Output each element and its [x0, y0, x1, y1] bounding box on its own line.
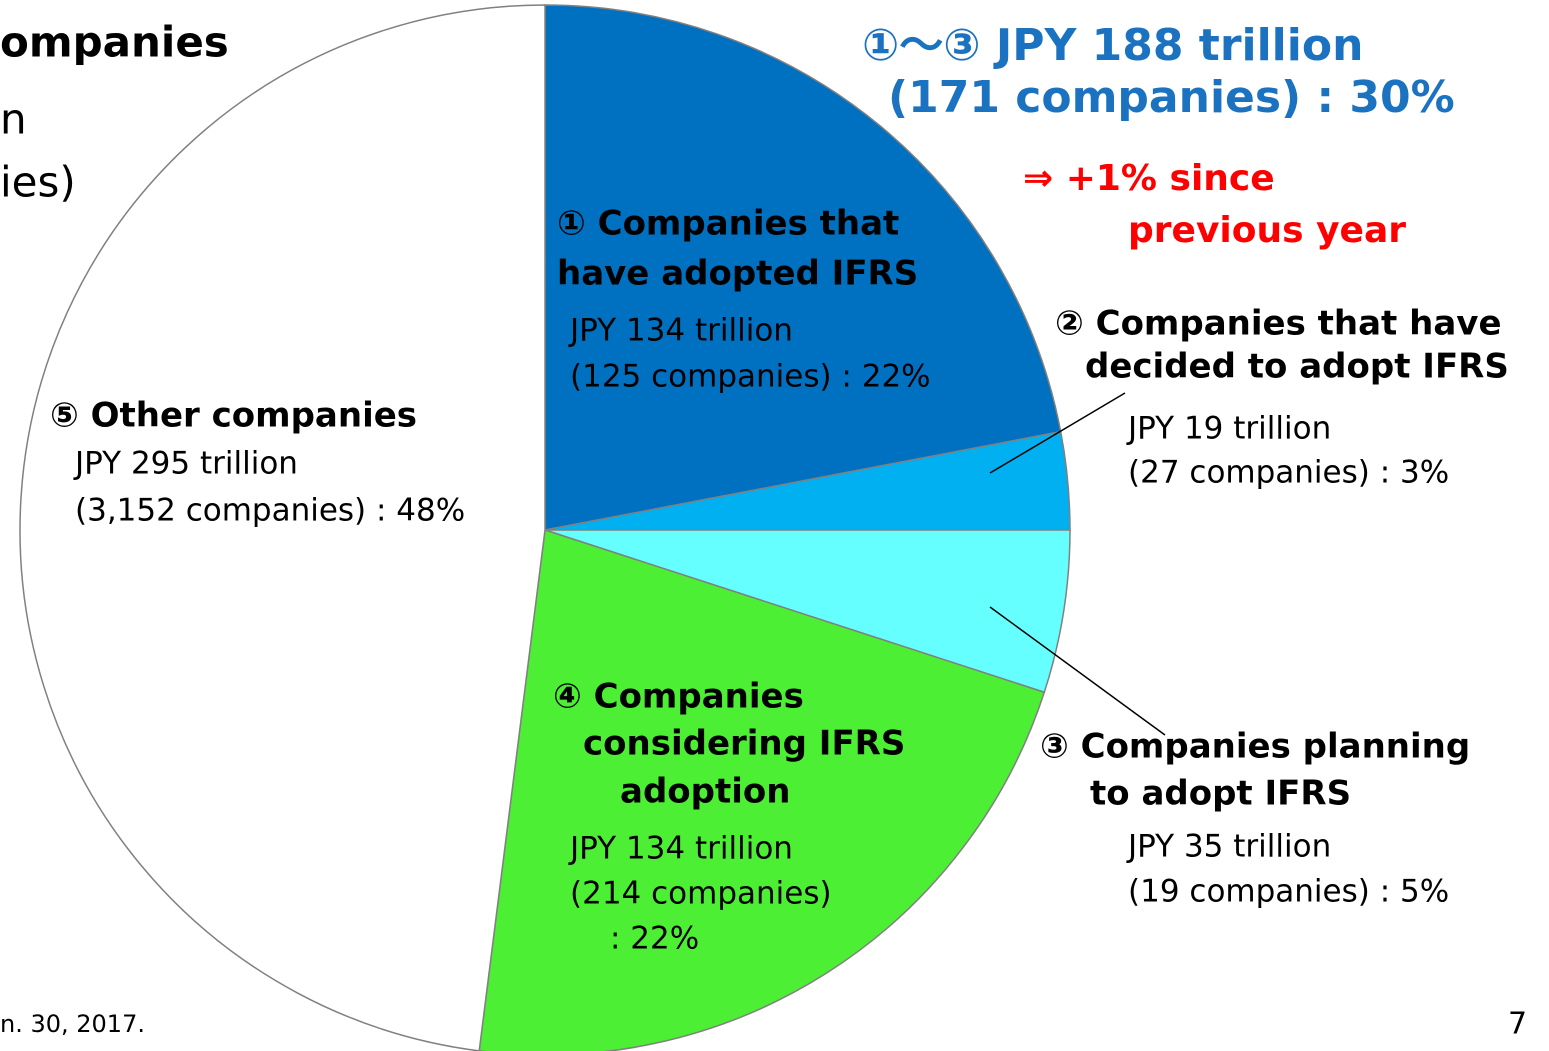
title-fragment: n	[0, 95, 27, 144]
value-label: (125 companies) : 22%	[570, 359, 931, 395]
value-label: (3,152 companies) : 48%	[75, 493, 465, 529]
title-fragment: ompanies	[0, 18, 229, 67]
value-label: JPY 134 trillion	[568, 831, 793, 867]
value-label: JPY 35 trillion	[1126, 829, 1331, 865]
slice-label: ② Companies that have	[1055, 304, 1502, 344]
value-label: JPY 19 trillion	[1126, 411, 1331, 447]
slice-label: ③ Companies planning	[1040, 727, 1470, 767]
footnote: n. 30, 2017.	[0, 1010, 145, 1038]
page-number: 7	[1508, 1007, 1527, 1042]
slice-label: to adopt IFRS	[1090, 774, 1351, 814]
value-label: : 22%	[610, 921, 699, 957]
annotation: ⇒ +1% since	[1023, 158, 1275, 199]
slice-label: adoption	[620, 772, 790, 812]
value-label: (27 companies) : 3%	[1128, 455, 1449, 491]
slice-label: decided to adopt IFRS	[1085, 347, 1509, 387]
pie-slice	[544, 4, 1062, 531]
annotation: ①～③ JPY 188 trillion	[862, 20, 1363, 71]
annotation: (171 companies) : 30%	[888, 72, 1455, 123]
slice-label: considering IFRS	[583, 724, 905, 764]
slice-label: ④ Companies	[553, 677, 804, 717]
slice-label: ⑤ Other companies	[50, 396, 417, 436]
annotation: previous year	[1128, 210, 1406, 251]
title-fragment: ies)	[0, 158, 76, 207]
pie-slice	[19, 4, 546, 1051]
value-label: JPY 134 trillion	[568, 313, 793, 349]
slice-label: have adopted IFRS	[557, 254, 918, 294]
pie-slice	[478, 529, 1046, 1051]
leader-line	[989, 606, 1166, 736]
pie-slice	[544, 529, 1071, 694]
slice-label: ① Companies that	[557, 204, 899, 244]
pie	[19, 4, 1071, 1051]
value-label: (19 companies) : 5%	[1128, 874, 1449, 910]
leader-line	[989, 392, 1126, 474]
value-label: (214 companies)	[570, 876, 832, 912]
value-label: JPY 295 trillion	[73, 446, 298, 482]
